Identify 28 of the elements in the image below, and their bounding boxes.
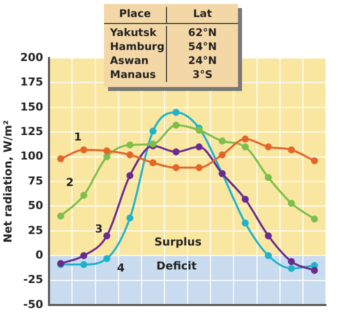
text: Lat [166,7,238,24]
y-tick-label: 50 [28,199,44,212]
series-label: 1 [74,130,82,144]
series-label: 2 [66,176,74,190]
y-axis-title: Net radiation, W/m² [1,120,14,243]
y-tick-label: 175 [20,76,44,89]
text: Hamburg [109,40,166,54]
y-tick-label: -50 [23,298,44,311]
text: 54°N [166,40,238,54]
band-label: Deficit [156,259,197,272]
series-label: 4 [117,261,126,274]
y-tick-label: 200 [20,50,44,64]
band-label: Surplus [154,235,202,248]
y-tick-label: 125 [20,124,44,138]
annotation: 24°N [166,54,238,68]
text: Yakutsk [109,26,158,40]
annotation: Manaus [109,68,157,82]
y-tick-label: 0 [36,248,44,262]
y-tick-label: -25 [23,273,44,286]
y-tick-label: 25 [28,224,44,237]
annotation: Aswan [109,54,150,68]
y-tick-label: 100 [20,150,44,163]
y-tick-label: 150 [20,100,44,114]
series-label: 3 [95,222,103,236]
text: Place [104,7,166,24]
y-tick-label: 75 [28,174,44,188]
annotation: 3°S [166,68,238,82]
text: 62°N [166,26,238,40]
